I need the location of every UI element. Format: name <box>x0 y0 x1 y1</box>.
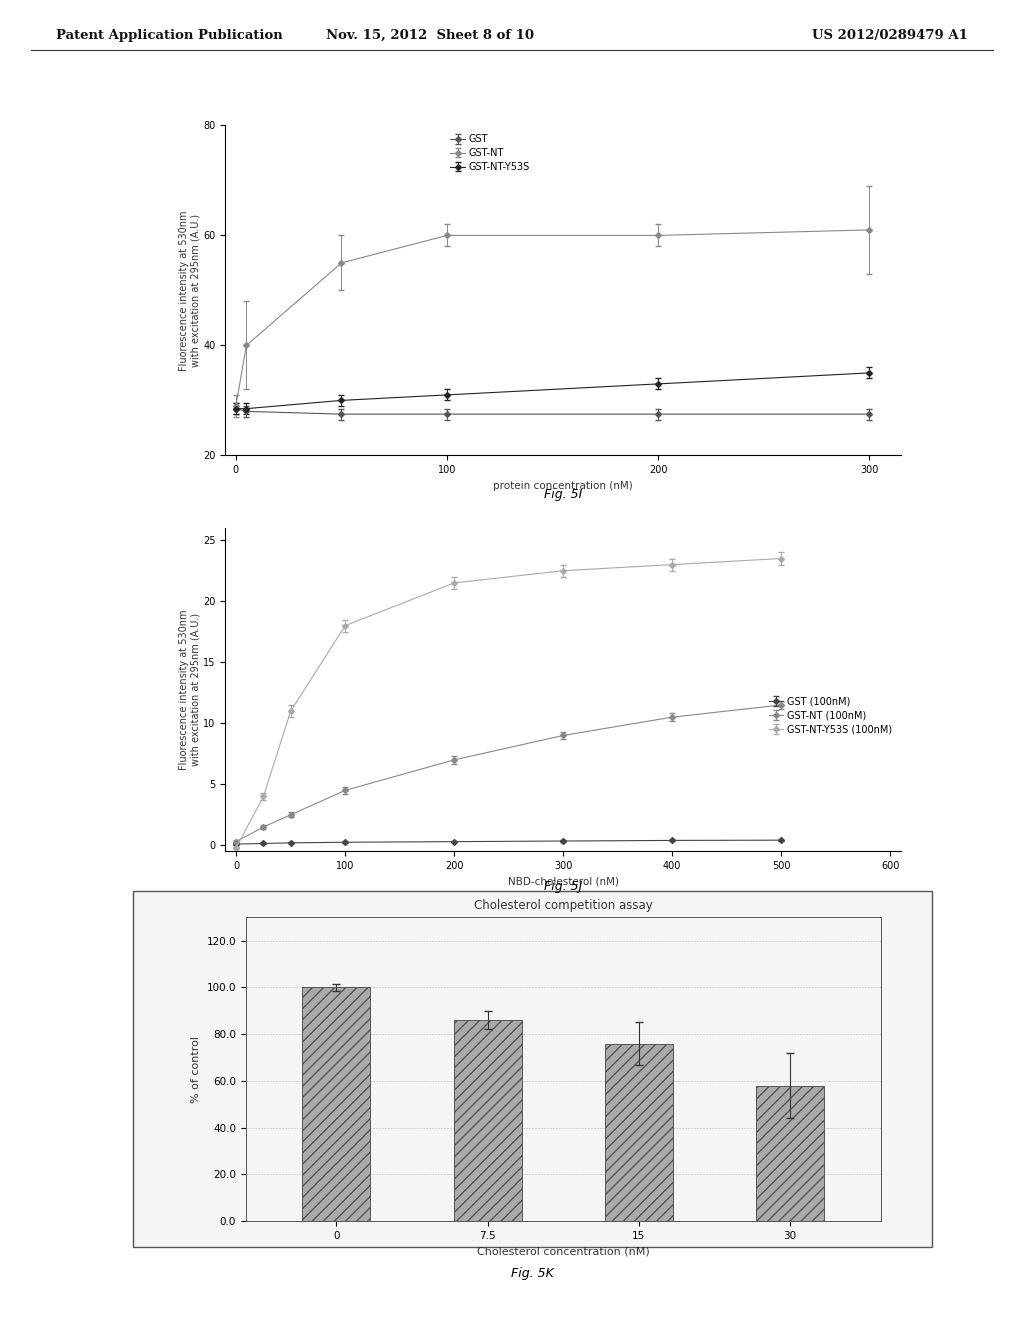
X-axis label: protein concentration (nM): protein concentration (nM) <box>494 480 633 491</box>
Text: US 2012/0289479 A1: US 2012/0289479 A1 <box>812 29 968 42</box>
Legend: GST, GST-NT, GST-NT-Y53S: GST, GST-NT, GST-NT-Y53S <box>446 131 534 176</box>
X-axis label: NBD-cholesterol (nM): NBD-cholesterol (nM) <box>508 876 618 887</box>
Bar <box>454 1020 521 1221</box>
Text: Fig. 5J: Fig. 5J <box>544 880 583 894</box>
Bar <box>756 1085 824 1221</box>
Text: Fig. 5K: Fig. 5K <box>511 1267 554 1280</box>
Text: Nov. 15, 2012  Sheet 8 of 10: Nov. 15, 2012 Sheet 8 of 10 <box>326 29 535 42</box>
X-axis label: Cholesterol concentration (nM): Cholesterol concentration (nM) <box>477 1246 649 1257</box>
Legend: GST (100nM), GST-NT (100nM), GST-NT-Y53S (100nM): GST (100nM), GST-NT (100nM), GST-NT-Y53S… <box>765 693 896 738</box>
Text: Patent Application Publication: Patent Application Publication <box>56 29 283 42</box>
Y-axis label: Fluorescence intensity at 530nm
with excitation at 295nm (A.U.): Fluorescence intensity at 530nm with exc… <box>179 210 201 371</box>
Y-axis label: Fluorescence intensity at 530nm
with excitation at 295nm (A.U.): Fluorescence intensity at 530nm with exc… <box>178 610 201 770</box>
Y-axis label: % of control: % of control <box>190 1036 201 1102</box>
Bar <box>605 1044 673 1221</box>
Title: Cholesterol competition assay: Cholesterol competition assay <box>474 899 652 912</box>
Bar <box>302 987 371 1221</box>
Text: Fig. 5I: Fig. 5I <box>544 488 583 502</box>
